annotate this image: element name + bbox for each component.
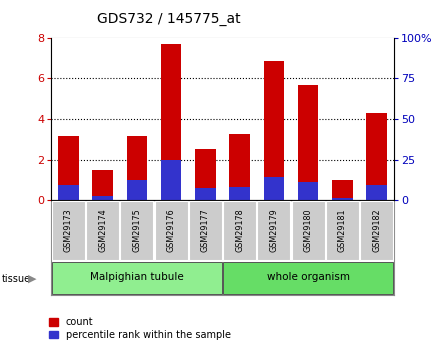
Bar	[126, 180, 147, 200]
Text: whole organism: whole organism	[267, 272, 350, 282]
Bar	[58, 185, 79, 200]
Text: GSM29178: GSM29178	[235, 208, 244, 252]
FancyBboxPatch shape	[258, 201, 290, 260]
FancyBboxPatch shape	[121, 201, 153, 260]
FancyBboxPatch shape	[223, 201, 256, 260]
FancyBboxPatch shape	[223, 262, 393, 294]
Bar	[366, 113, 387, 200]
FancyBboxPatch shape	[360, 201, 393, 260]
Text: ▶: ▶	[28, 274, 36, 284]
Bar	[92, 196, 113, 200]
Bar	[195, 188, 216, 200]
Bar	[195, 149, 216, 200]
Text: GSM29176: GSM29176	[166, 208, 176, 252]
Bar	[263, 61, 284, 200]
FancyBboxPatch shape	[292, 201, 324, 260]
Text: GSM29181: GSM29181	[338, 208, 347, 252]
Bar	[298, 182, 319, 200]
Bar	[263, 177, 284, 200]
Bar	[366, 185, 387, 200]
FancyBboxPatch shape	[155, 201, 187, 260]
FancyBboxPatch shape	[86, 201, 119, 260]
Bar	[161, 44, 182, 200]
Text: GSM29175: GSM29175	[132, 208, 142, 252]
FancyBboxPatch shape	[189, 201, 222, 260]
Text: GSM29177: GSM29177	[201, 208, 210, 252]
Bar	[229, 134, 250, 200]
Text: GDS732 / 145775_at: GDS732 / 145775_at	[97, 12, 241, 26]
Bar	[229, 187, 250, 200]
Bar	[58, 136, 79, 200]
FancyBboxPatch shape	[52, 262, 222, 294]
FancyBboxPatch shape	[326, 201, 359, 260]
Legend: count, percentile rank within the sample: count, percentile rank within the sample	[49, 317, 231, 340]
Bar	[332, 180, 353, 200]
Text: GSM29173: GSM29173	[64, 208, 73, 252]
Bar	[298, 85, 319, 200]
Bar	[92, 170, 113, 200]
FancyBboxPatch shape	[52, 201, 85, 260]
Text: tissue: tissue	[2, 274, 31, 284]
Bar	[332, 198, 353, 200]
Bar	[126, 136, 147, 200]
Text: GSM29182: GSM29182	[372, 208, 381, 252]
Text: GSM29174: GSM29174	[98, 208, 107, 252]
Text: GSM29179: GSM29179	[269, 208, 279, 252]
Text: GSM29180: GSM29180	[303, 208, 313, 252]
Bar	[161, 159, 182, 200]
Text: Malpighian tubule: Malpighian tubule	[90, 272, 184, 282]
